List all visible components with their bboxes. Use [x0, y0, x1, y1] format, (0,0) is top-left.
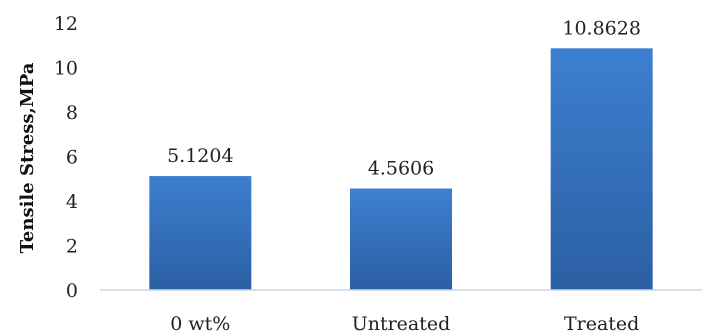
data-labels: 5.1204 4.5606 10.8628: [167, 17, 641, 179]
x-category-label: 0 wt%: [170, 313, 230, 335]
y-tick-label: 8: [66, 102, 78, 124]
x-category-label: Treated: [564, 313, 639, 335]
data-label: 4.5606: [368, 158, 434, 180]
bar: [350, 188, 452, 290]
data-label: 5.1204: [167, 145, 233, 167]
bar-series: [149, 48, 653, 290]
y-tick-label: 10: [54, 58, 78, 80]
x-category-label: Untreated: [352, 313, 451, 335]
bar: [149, 176, 252, 290]
y-axis-title: Tensile Stress,MPa: [17, 62, 38, 253]
category-labels: 0 wt% Untreated Treated: [170, 313, 639, 335]
y-tick-label: 6: [66, 147, 78, 169]
data-label: 10.8628: [562, 17, 641, 39]
y-tick-label: 2: [66, 236, 78, 258]
bar: [550, 48, 653, 290]
y-axis-ticks: 0 2 4 6 8 10 12: [54, 13, 78, 302]
y-tick-label: 12: [54, 13, 78, 35]
y-tick-label: 4: [66, 191, 78, 213]
y-tick-label: 0: [66, 280, 78, 302]
